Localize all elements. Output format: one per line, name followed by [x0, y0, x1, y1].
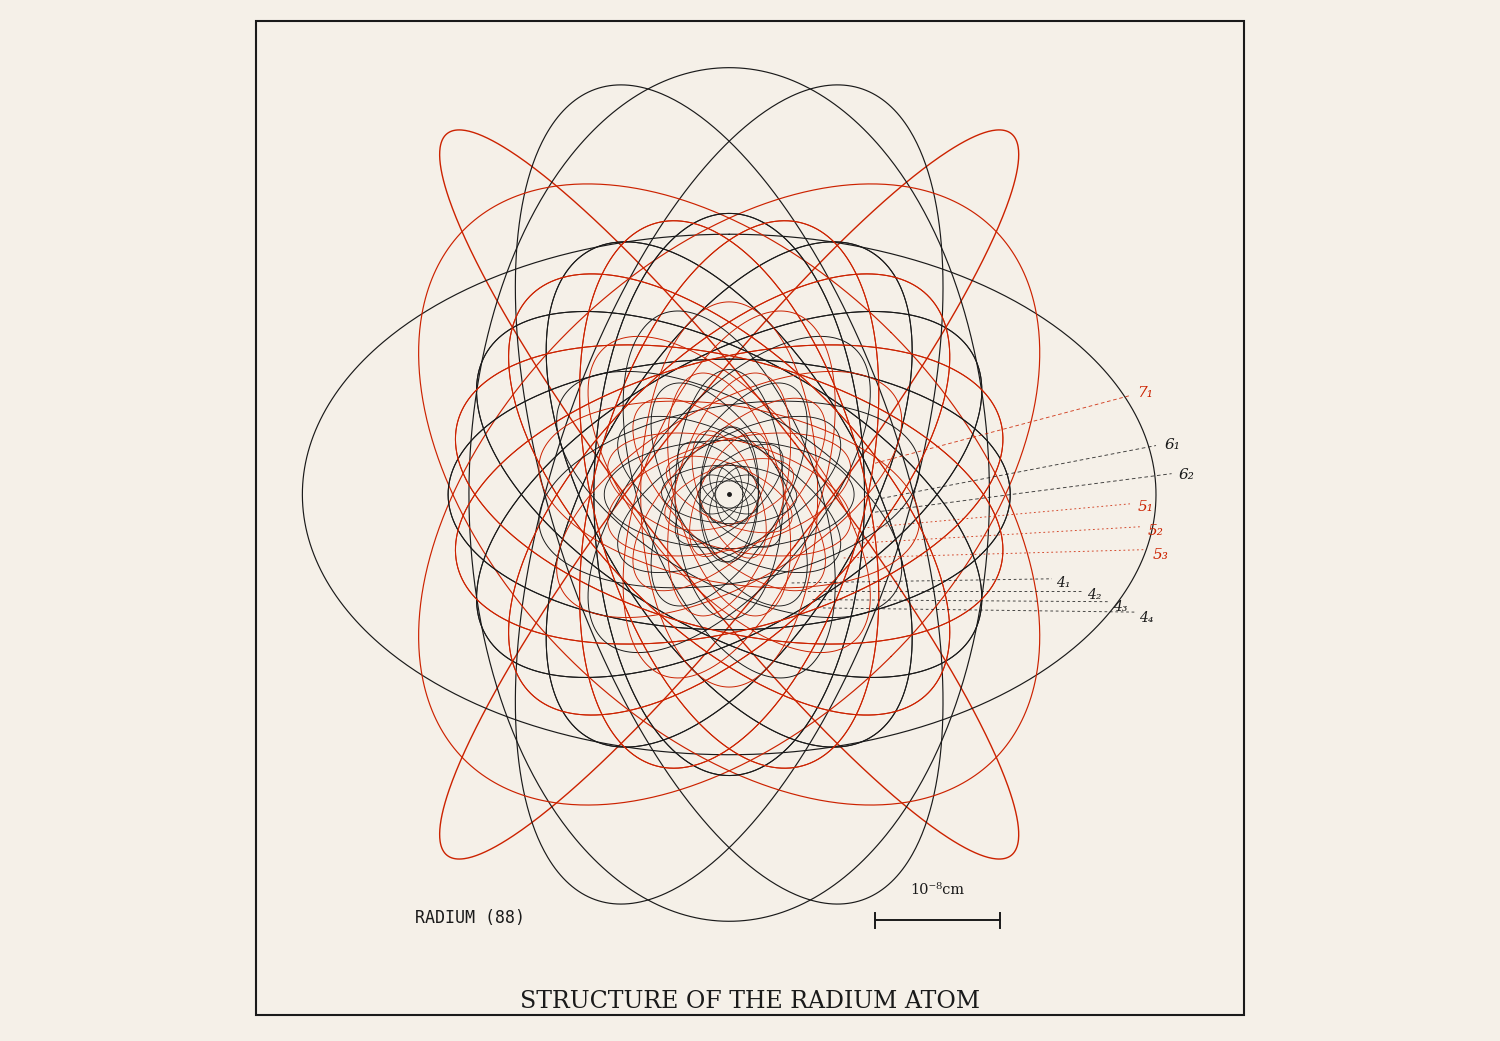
- Text: 4₄: 4₄: [1140, 611, 1154, 626]
- Text: 4₂: 4₂: [1088, 588, 1102, 603]
- Text: 6₂: 6₂: [1179, 467, 1196, 482]
- Text: 5₁: 5₁: [1137, 500, 1154, 514]
- Text: 10⁻⁸cm: 10⁻⁸cm: [910, 884, 964, 897]
- Text: STRUCTURE OF THE RADIUM ATOM: STRUCTURE OF THE RADIUM ATOM: [520, 990, 980, 1013]
- Text: RADIUM (88): RADIUM (88): [416, 909, 525, 928]
- Text: 4₃: 4₃: [1113, 600, 1128, 614]
- Text: 5₃: 5₃: [1154, 548, 1168, 562]
- Text: 5₂: 5₂: [1148, 524, 1164, 538]
- Text: 7₁: 7₁: [1137, 386, 1154, 401]
- Text: 6₁: 6₁: [1164, 437, 1180, 452]
- Text: 4₁: 4₁: [1056, 576, 1071, 590]
